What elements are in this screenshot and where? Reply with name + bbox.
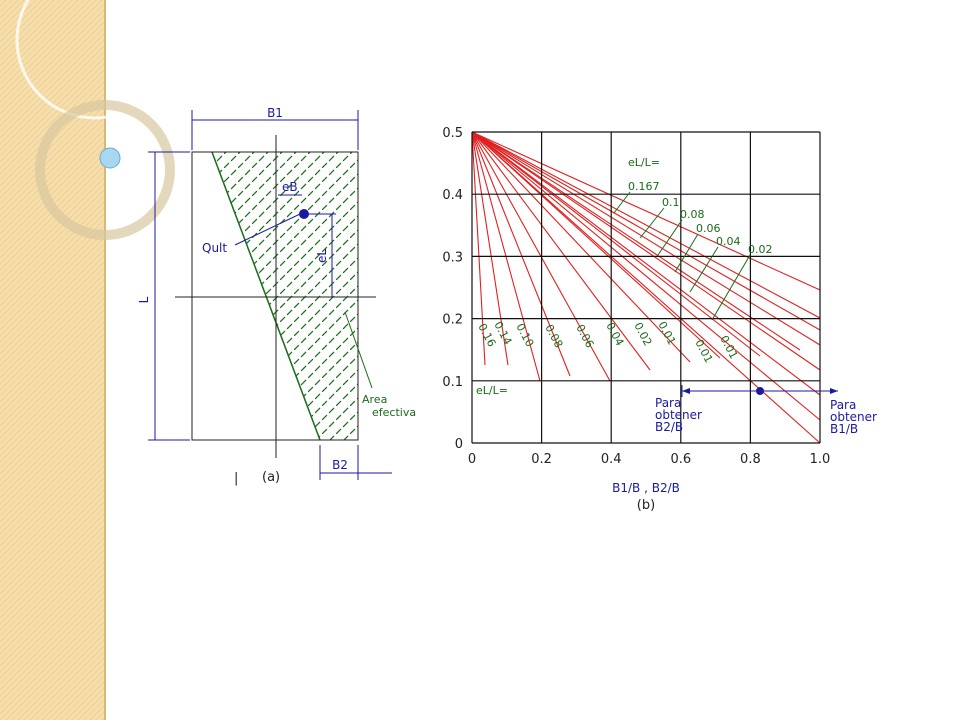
nomogram-line [471, 131, 651, 371]
nomogram-line [471, 131, 509, 366]
nomogram-line [471, 131, 486, 366]
note: B2/B [655, 420, 683, 434]
x-tick-label: 0.4 [601, 452, 622, 467]
y-tick-label: 0.1 [442, 375, 463, 390]
deco-ring [15, 0, 175, 120]
x-tick-label: 0.8 [740, 452, 761, 467]
y-tick-label: 0.5 [442, 126, 463, 141]
label: L [137, 296, 151, 303]
load-point [299, 209, 309, 219]
nomogram-line [471, 131, 571, 377]
x-tick-label: 0.2 [531, 452, 552, 467]
curve-label: 0.01 [692, 337, 715, 365]
side-band [0, 0, 105, 720]
nomogram-line [471, 131, 691, 363]
curve-label: 0.04 [716, 235, 741, 248]
axis-label: B1/B , B2/B [612, 481, 680, 495]
label: B2 [332, 458, 348, 472]
y-tick-label: 0.2 [442, 313, 463, 328]
figure-b: 0 0.2 0.4 0.6 0.8 1.000.10.20.30.40.50.1670.1… [442, 126, 877, 467]
label: eL [315, 249, 329, 263]
curve-label: 0.06 [696, 222, 721, 235]
x-tick-label: 0.6 [670, 452, 691, 467]
label: Area [362, 393, 387, 406]
cursor: | [234, 471, 238, 486]
curve-label: 0.10 [513, 321, 536, 349]
curve-label: 0.167 [628, 180, 660, 193]
nomogram-line [471, 131, 821, 319]
label: B1 [267, 106, 283, 120]
leader [711, 254, 751, 321]
curve-label: 0.04 [603, 320, 626, 348]
note: B1/B [830, 422, 858, 436]
note: Para [655, 396, 681, 410]
curve-label: 0.01 [655, 319, 678, 347]
leader [674, 233, 699, 273]
y-tick-label: 0 [455, 437, 463, 452]
label: efectiva [372, 406, 416, 419]
y-tick-label: 0.4 [442, 188, 463, 203]
figure-a [148, 110, 392, 480]
note: obtener [830, 410, 877, 424]
curve-label: 0.02 [631, 320, 654, 348]
curve-label: 0.08 [680, 208, 705, 221]
footing [191, 151, 359, 441]
x-tick-label: 1.0 [810, 452, 831, 467]
header: eL/L= [476, 384, 508, 397]
deco-bead [99, 147, 121, 169]
label: Qult [202, 241, 227, 255]
deco-ring [35, 100, 175, 240]
leader [657, 219, 683, 256]
leader [344, 311, 373, 389]
leader [639, 207, 665, 239]
curve-label: 0.06 [573, 322, 596, 350]
nomogram-line [471, 131, 821, 444]
curve-label: 0.02 [748, 243, 773, 256]
curve-label: 0.08 [542, 322, 565, 350]
nomogram-line [471, 131, 821, 346]
leader [613, 191, 631, 214]
note: Para [830, 398, 856, 412]
nomogram-line [471, 131, 821, 291]
label: eB [282, 180, 298, 194]
area-edge [211, 151, 321, 441]
point [756, 387, 764, 395]
caption: (b) [637, 498, 655, 513]
curve-label: 0.1 [662, 196, 680, 209]
nomogram-line [471, 131, 821, 371]
effective-area [212, 152, 358, 440]
nomogram-line [471, 131, 821, 396]
note: obtener [655, 408, 702, 422]
x-tick-label: 0 [468, 452, 476, 467]
nomogram-line [471, 131, 821, 421]
leader [689, 246, 719, 293]
leader [234, 213, 301, 246]
header: eL/L= [628, 156, 660, 169]
caption: (a) [262, 470, 280, 485]
nomogram-line [471, 131, 801, 351]
y-tick-label: 0.3 [442, 250, 463, 265]
